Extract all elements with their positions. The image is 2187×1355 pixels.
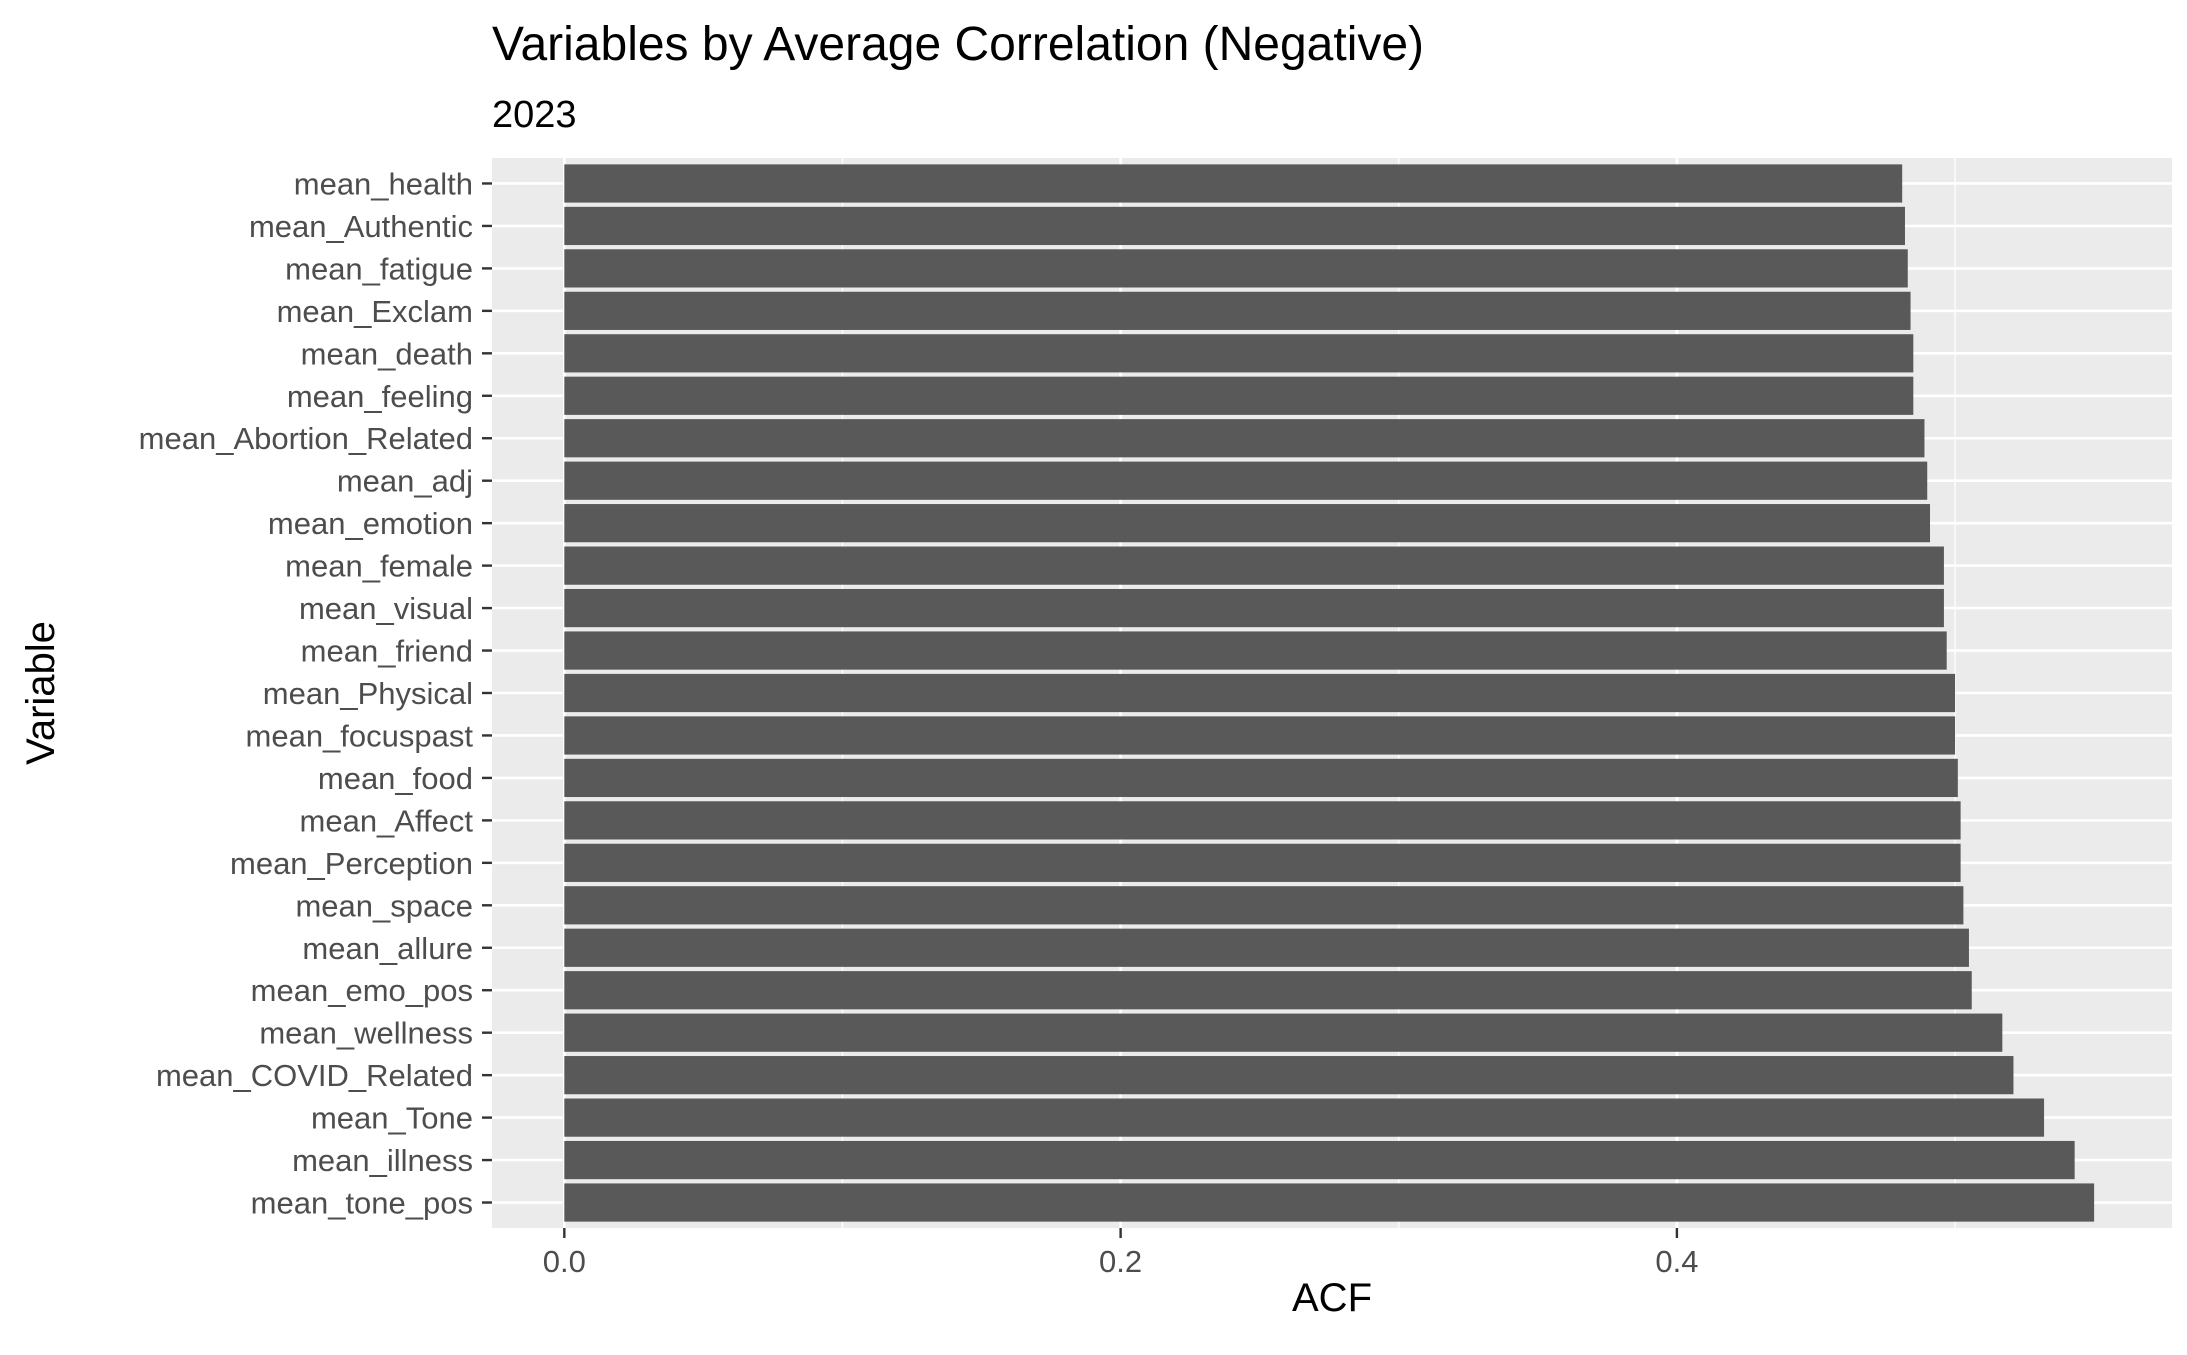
y-tick-label: mean_wellness — [259, 1016, 473, 1051]
bar — [564, 334, 1914, 373]
y-axis-title: Variable — [19, 621, 63, 765]
bar — [564, 1013, 2003, 1052]
bar — [564, 716, 1956, 755]
bar — [564, 1183, 2095, 1222]
x-tick-label: 0.0 — [543, 1244, 586, 1279]
y-tick-label: mean_food — [318, 761, 473, 796]
y-tick-label: mean_COVID_Related — [156, 1058, 473, 1093]
bar — [564, 801, 1961, 840]
chart-title: Variables by Average Correlation (Negati… — [492, 18, 1424, 71]
y-tick-label: mean_emotion — [268, 506, 473, 541]
bar — [564, 758, 1958, 798]
bar — [564, 164, 1903, 203]
y-tick-label: mean_Exclam — [277, 294, 473, 329]
x-axis: 0.0 0.2 0.4 — [543, 1228, 1698, 1279]
y-axis: mean_health mean_Authentic mean_fatiguemea… — [139, 166, 492, 1221]
bar — [564, 249, 1908, 288]
y-tick-label: mean_death — [301, 336, 473, 371]
bar — [564, 673, 1956, 713]
bar — [564, 886, 1964, 925]
bar — [564, 376, 1914, 415]
bar — [564, 206, 1905, 246]
x-tick-label: 0.4 — [1655, 1244, 1698, 1279]
bar — [564, 291, 1911, 330]
y-tick-label: mean_space — [295, 888, 473, 923]
y-tick-label: mean_Abortion_Related — [139, 421, 473, 456]
bar — [564, 843, 1961, 882]
y-tick-label: mean_friend — [301, 634, 473, 669]
bar — [564, 631, 1947, 670]
y-tick-label: mean_adj — [337, 464, 473, 499]
bar — [564, 461, 1928, 500]
y-tick-label: mean_Tone — [311, 1101, 473, 1136]
bar — [564, 1098, 2045, 1137]
y-tick-label: mean_feeling — [287, 379, 473, 414]
y-tick-label: mean_female — [285, 549, 473, 584]
x-axis-title: ACF — [1292, 1276, 1372, 1320]
y-tick-label: mean_allure — [302, 931, 473, 966]
y-tick-label: mean_illness — [292, 1143, 473, 1178]
bar — [564, 419, 1925, 458]
y-tick-label: mean_health — [294, 166, 473, 201]
bar — [564, 588, 1944, 628]
y-tick-label: mean_tone_pos — [251, 1186, 473, 1221]
y-tick-label: mean_focuspast — [246, 718, 474, 753]
y-tick-label: mean_Physical — [263, 676, 473, 711]
y-tick-label: mean_visual — [299, 591, 473, 626]
bar — [564, 971, 1972, 1010]
y-tick-label: mean_emo_pos — [251, 973, 473, 1008]
y-tick-label: mean_fatigue — [285, 251, 473, 286]
y-tick-label: mean_Authentic — [249, 209, 473, 244]
bar — [564, 1140, 2075, 1180]
bar — [564, 546, 1944, 585]
bars — [564, 164, 2095, 1222]
bar — [564, 928, 1969, 967]
x-tick-label: 0.2 — [1099, 1244, 1142, 1279]
y-tick-label: mean_Affect — [300, 803, 474, 838]
bar — [564, 1056, 2014, 1095]
bar — [564, 504, 1931, 543]
chart-subtitle: 2023 — [492, 94, 577, 136]
y-tick-label: mean_Perception — [230, 846, 473, 881]
